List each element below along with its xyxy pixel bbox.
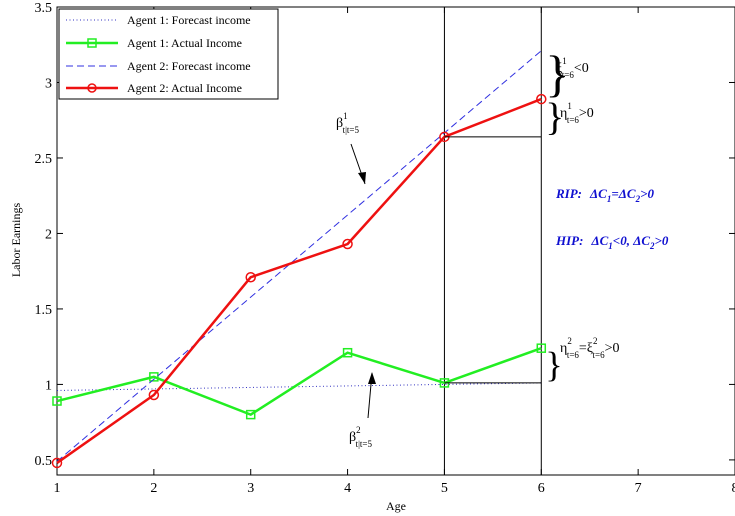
beta1-symbol: β (336, 116, 343, 131)
legend-box (58, 8, 279, 100)
brace-xi1: } (545, 45, 569, 101)
legend: Agent 1: Forecast income Agent 1: Actual… (58, 8, 279, 100)
hip-hypothesis: HIP: ΔC1<0, ΔC2>0 (555, 233, 669, 251)
rip-hypothesis: RIP: ΔC1=ΔC2>0 (555, 186, 654, 204)
y-tick-label-2: 2 (45, 227, 52, 242)
series-3-point-1 (148, 389, 160, 401)
legend-entry-agent2-actual: Agent 2: Actual Income (127, 81, 242, 95)
series-1-point-0 (52, 396, 62, 406)
series-1-point-3 (342, 347, 353, 358)
beta1-arrowhead (358, 172, 366, 184)
series-3-point-5 (536, 93, 547, 105)
beta2-arrowhead (368, 372, 376, 384)
legend-entry-agent1-actual: Agent 1: Actual Income (127, 36, 242, 50)
series-3-point-0 (51, 457, 63, 469)
eta2-annotation: η2 t=6=ξ2 t=6>0 (560, 336, 620, 360)
x-tick-label-8: 8 (732, 481, 735, 496)
beta2-sup: 2 (356, 425, 361, 435)
x-tick-label-4: 4 (344, 481, 351, 496)
y-tick-label-1.5: 1.5 (35, 303, 53, 318)
beta1-sub: t|t=5 (343, 125, 360, 135)
series-line-3 (56, 97, 542, 464)
brace-eta2: } (545, 345, 563, 385)
y-tick-label-3: 3 (45, 76, 52, 91)
series-line-1 (56, 347, 542, 417)
x-tick-label-6: 6 (538, 481, 545, 496)
x-tick-label-3: 3 (247, 481, 254, 496)
legend-marker-circle (87, 83, 97, 93)
bracket-annotations: }}} (444, 45, 570, 385)
beta2-sub: t|t=5 (356, 439, 373, 449)
legend-entry-agent2-forecast: Agent 2: Forecast income (127, 59, 251, 73)
x-tick-label-2: 2 (150, 481, 157, 496)
brace-eta1: } (545, 95, 564, 139)
axis-ticks: 1 2 3 4 5 6 7 80.511.522.533.5 (35, 1, 735, 496)
y-tick-label-0.5: 0.5 (35, 454, 53, 469)
series-1-point-2 (245, 409, 256, 420)
series-3-point-2 (245, 271, 256, 283)
series-1-point-1 (149, 372, 159, 382)
legend-entry-agent1-forecast: Agent 1: Forecast income (127, 13, 251, 27)
legend-marker-square (87, 38, 97, 48)
x-tick-label-5: 5 (441, 481, 448, 496)
y-axis-label: Labor Earnings (9, 203, 23, 278)
y-tick-label-1: 1 (45, 378, 52, 393)
beta2-annotation: β2 t|t=5 (349, 372, 376, 449)
beta1-sup: 1 (343, 111, 348, 121)
svg-text:β2t|t=5: β2 t|t=5 (349, 425, 373, 449)
series-3-point-3 (342, 238, 353, 250)
xi1-annotation: ξ1 t=6<0 (556, 56, 589, 80)
beta1-annotation: β1 t|t=5 (336, 111, 366, 185)
eta1-annotation: η1 t=6>0 (560, 101, 594, 125)
beta2-symbol: β (349, 430, 356, 445)
series-layer (51, 50, 547, 469)
svg-text:β1t|t=5: β1 t|t=5 (336, 111, 360, 135)
y-tick-label-3.5: 3.5 (35, 1, 53, 16)
vertical-reference-lines (443, 7, 542, 475)
y-tick-label-2.5: 2.5 (35, 152, 53, 167)
series-line-0 (56, 382, 542, 391)
x-tick-label-1: 1 (54, 481, 61, 496)
x-tick-label-7: 7 (635, 481, 642, 496)
series-line-2 (56, 50, 542, 462)
x-axis-label: Age (386, 499, 406, 513)
series-1-point-5 (536, 343, 547, 353)
